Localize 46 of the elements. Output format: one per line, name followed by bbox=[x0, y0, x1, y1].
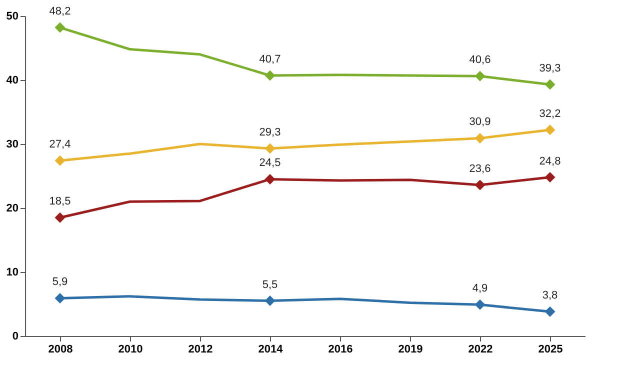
x-tick-label: 2019 bbox=[398, 344, 423, 356]
point bbox=[544, 306, 556, 317]
point bbox=[544, 124, 556, 136]
x-tick-label: 2014 bbox=[258, 344, 284, 356]
point bbox=[474, 299, 486, 310]
data-label: 30,9 bbox=[469, 116, 491, 128]
point bbox=[474, 180, 486, 190]
data-label: 24,8 bbox=[539, 155, 561, 168]
point bbox=[544, 172, 556, 183]
x-tick-label: 2008 bbox=[48, 344, 73, 356]
data-label: 23,6 bbox=[469, 162, 491, 175]
point bbox=[264, 296, 276, 306]
data-label: 27,4 bbox=[49, 138, 71, 151]
y-tick-label: 0 bbox=[12, 330, 18, 342]
point bbox=[474, 132, 486, 144]
y-tick-label: 30 bbox=[6, 138, 18, 150]
y-tick-label: 50 bbox=[6, 10, 18, 22]
x-tick-label: 2010 bbox=[118, 344, 143, 356]
data-label: 48,2 bbox=[49, 6, 71, 18]
x-tick-label: 2012 bbox=[188, 344, 213, 356]
point bbox=[264, 70, 276, 81]
x-tick-label: 2025 bbox=[538, 344, 563, 356]
data-label: 40,7 bbox=[259, 54, 281, 66]
y-tick-label: 40 bbox=[6, 74, 18, 86]
data-label: 29,3 bbox=[259, 126, 281, 138]
x-tick-label: 2022 bbox=[468, 344, 493, 356]
data-label: 39,3 bbox=[539, 62, 561, 74]
point bbox=[264, 174, 276, 184]
data-label: 5,9 bbox=[52, 276, 68, 288]
point bbox=[54, 22, 66, 33]
data-label: 5,5 bbox=[262, 278, 278, 291]
x-tick-label: 2016 bbox=[328, 344, 353, 356]
point bbox=[474, 70, 486, 82]
data-label: 24,5 bbox=[259, 157, 281, 170]
y-tick-label: 20 bbox=[6, 202, 18, 214]
point bbox=[54, 212, 66, 223]
data-label: 32,2 bbox=[539, 108, 561, 120]
data-label: 3,8 bbox=[542, 290, 558, 302]
point bbox=[544, 79, 556, 90]
point bbox=[54, 155, 66, 166]
data-label: 18,5 bbox=[49, 196, 71, 208]
point bbox=[54, 292, 66, 304]
point bbox=[264, 143, 276, 154]
y-tick-label: 10 bbox=[6, 266, 18, 278]
data-label: 40,6 bbox=[469, 54, 491, 66]
data-label: 4,9 bbox=[472, 282, 488, 295]
